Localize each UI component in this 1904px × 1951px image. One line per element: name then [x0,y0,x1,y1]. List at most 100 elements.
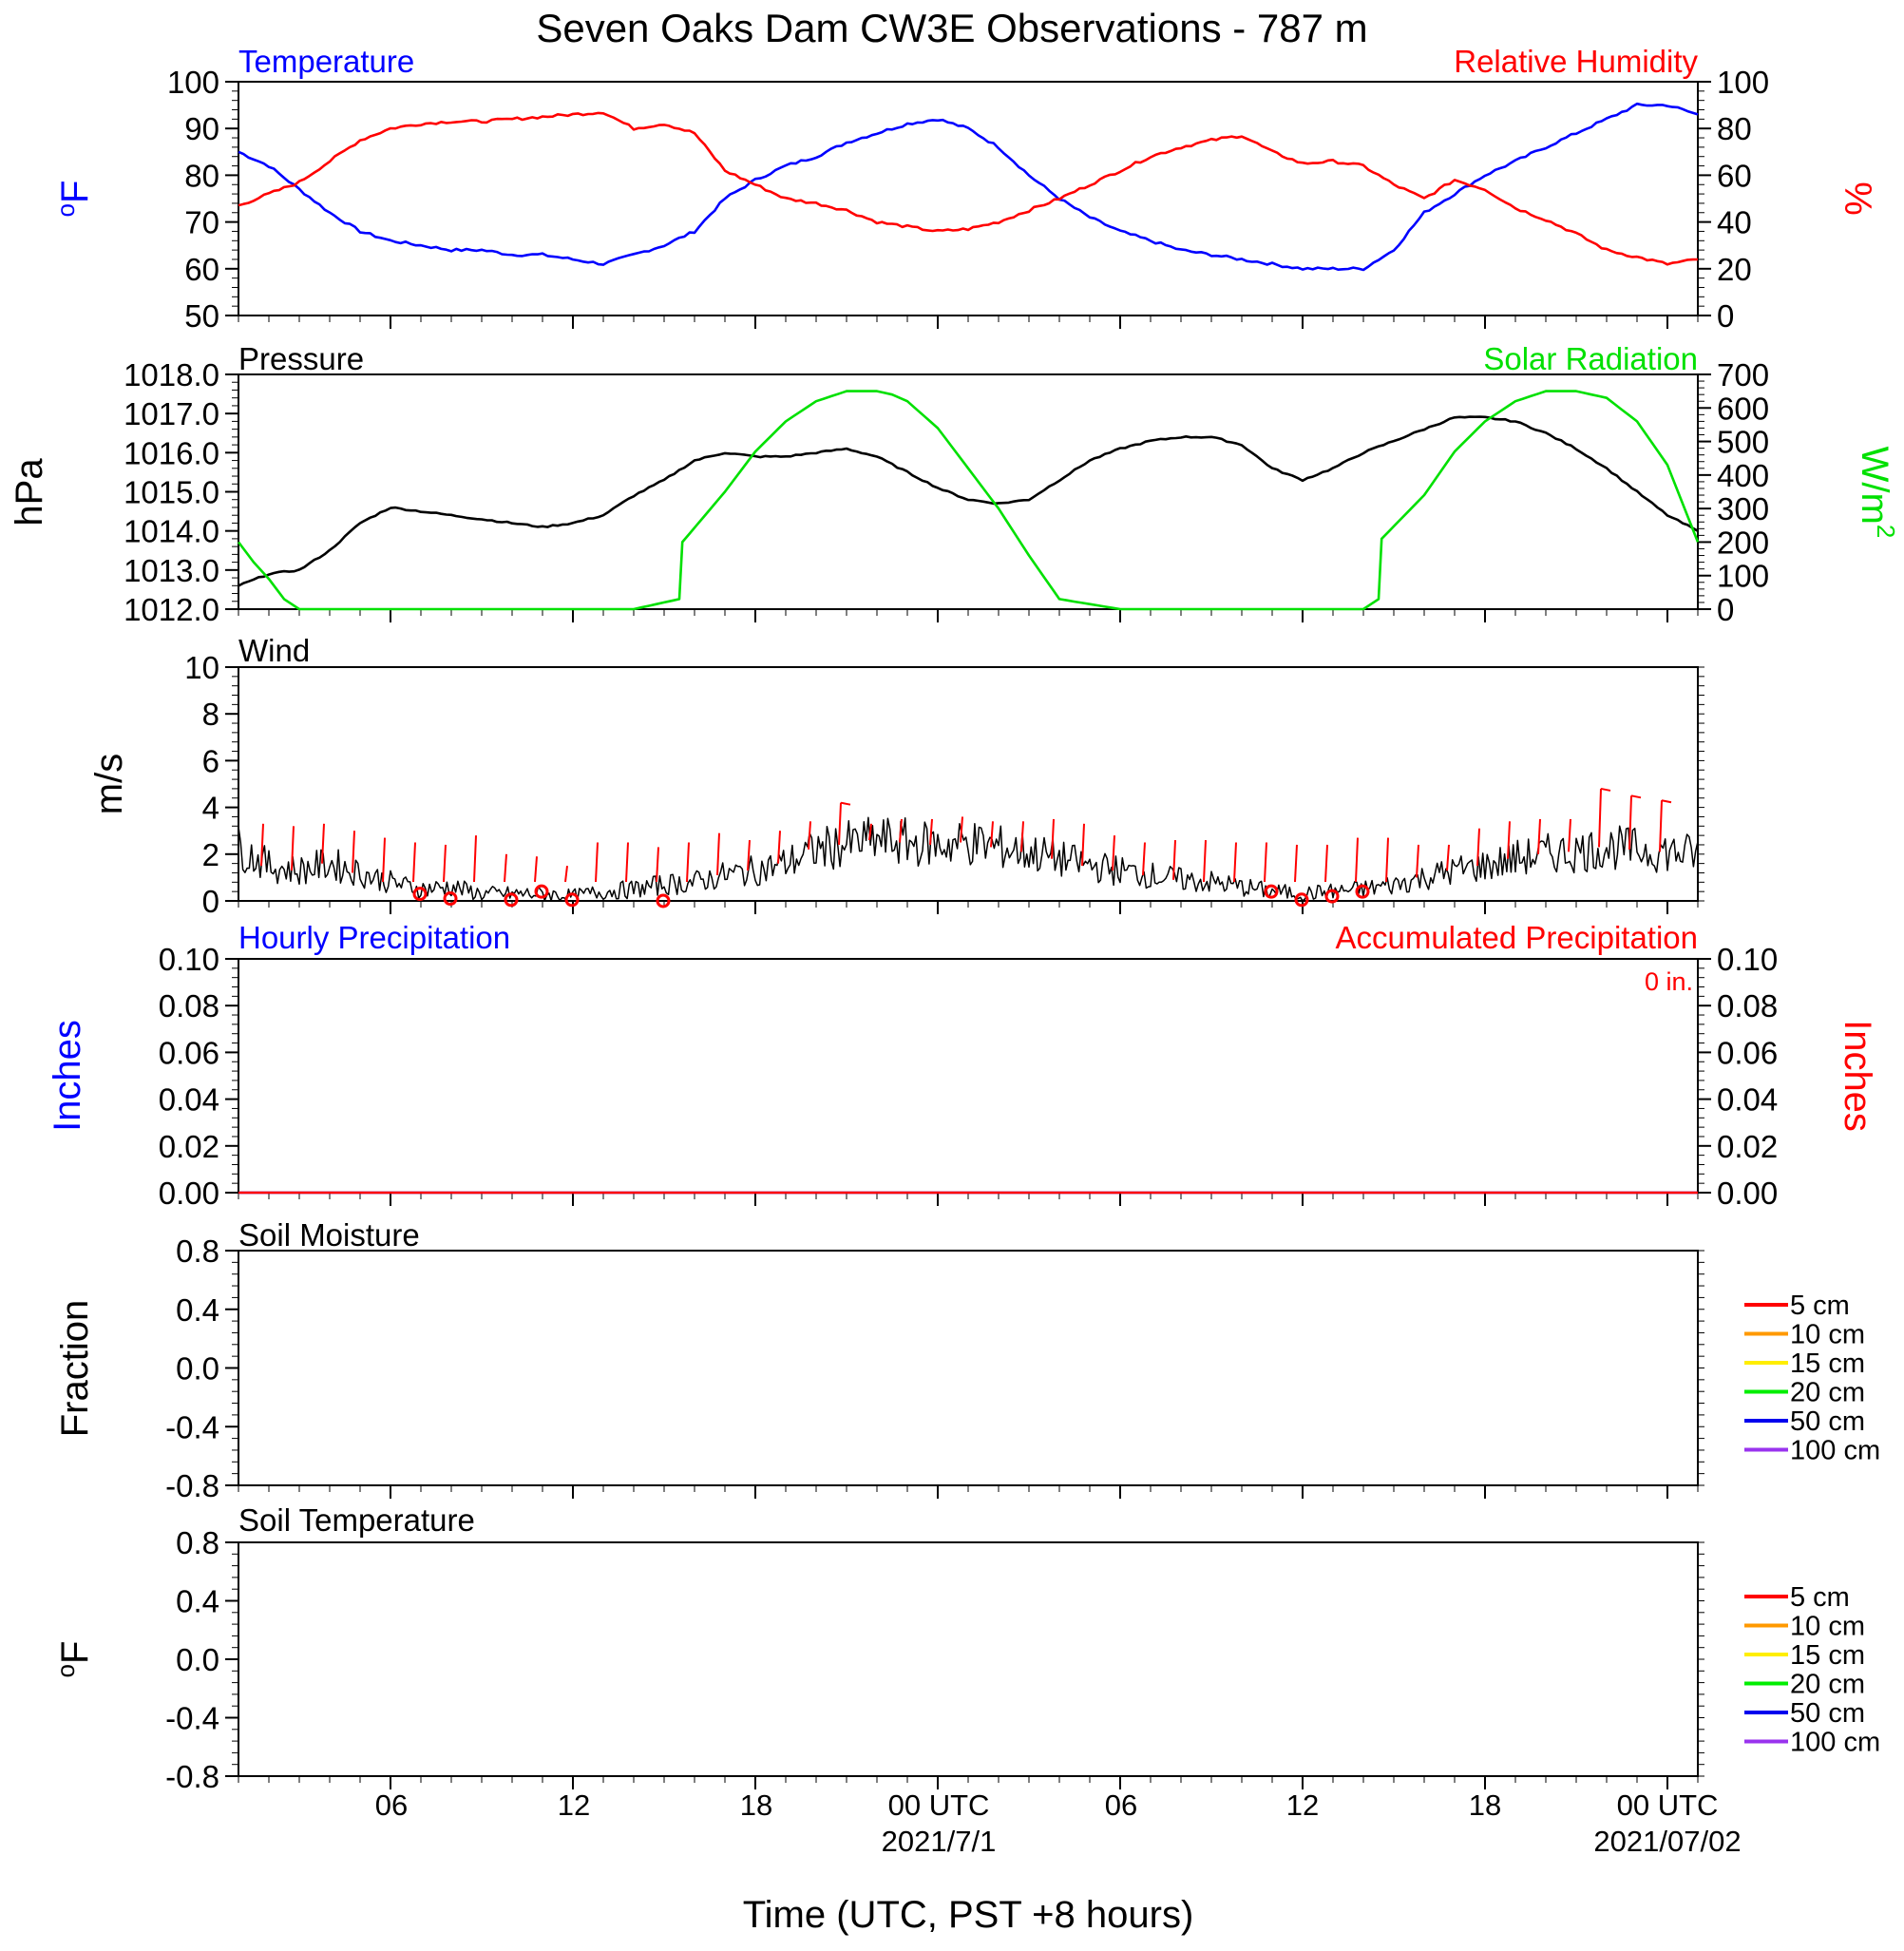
solar-axis-tick-label: 400 [1717,458,1769,493]
wind-barb [1537,818,1541,854]
wind-barb [929,818,933,846]
wind-barb [1385,837,1389,883]
wind-barb [1051,818,1055,859]
figure-title: Seven Oaks Dam CW3E Observations - 787 m [536,6,1367,50]
soil-moisture-unit-label: Fraction [54,1300,96,1438]
humidity-axis-tick-label: 40 [1717,205,1752,240]
hourly-precip-axis-tick-label: 0.00 [159,1176,219,1211]
wind-barb [716,832,720,875]
wind-barb [1324,844,1328,883]
pressure-line [238,415,1699,587]
pressure-axis-tick-label: 1013.0 [124,553,219,588]
wind-barb [504,853,507,883]
x-tick-label: 12 [1286,1788,1319,1822]
wind-axis-tick-label: 4 [202,791,219,826]
temperature-line [238,102,1699,272]
x-tick-label: 12 [558,1788,590,1822]
precipitation-panel-frame [238,958,1699,1194]
wind-barb [777,831,781,864]
wind-barb [382,837,386,883]
soil-moisture-legend-label: 20 cm [1790,1378,1865,1408]
humidity-unit-label: % [1837,182,1878,216]
soil-temperature-legend-label: 100 cm [1790,1728,1880,1758]
calm-wind-marker [564,892,580,908]
wind-title: Wind [238,633,310,668]
wind-barb [1416,844,1419,878]
solar-radiation-line [237,390,1700,611]
wind-barb [747,839,751,871]
soil-moisture-legend-label: 50 cm [1790,1406,1865,1437]
wind-barb [534,856,538,883]
wind-barb [1172,839,1176,880]
temperature-axis-tick-label: 80 [184,158,219,193]
humidity-axis-tick-label: 60 [1717,158,1752,193]
x-tick-label: 06 [375,1788,408,1822]
wind-barb [1355,837,1359,883]
accum-precip-axis-tick-label: 0.04 [1717,1082,1778,1118]
wind-barb [595,842,599,883]
x-date-label: 2021/07/02 [1593,1825,1741,1858]
wind-barb [625,842,629,883]
solar-axis-tick-label: 200 [1717,525,1769,560]
hourly-precip-title: Hourly Precipitation [238,920,510,955]
soil-moisture-axis-tick-label: 0.8 [176,1234,219,1269]
calm-wind-marker [1264,884,1279,899]
wind-barb [1628,795,1632,850]
pressure-axis-tick-label: 1014.0 [124,514,219,549]
accum-precip-axis-tick-label: 0.08 [1717,988,1778,1023]
temperature-title: Temperature [238,44,414,79]
wind-barb [899,818,903,843]
calm-wind-marker [1324,889,1340,904]
wind-barb [1142,842,1146,875]
wind-barb [656,847,659,883]
wind-barb [808,821,811,850]
temperature-axis-tick-label: 90 [184,111,219,146]
calm-wind-marker [443,891,458,907]
solar-axis-tick-label: 0 [1717,592,1734,627]
wind-axis-tick-label: 6 [202,743,219,778]
calm-wind-marker [656,893,671,909]
calm-wind-marker [534,884,549,899]
wind-speed-line [238,816,1699,902]
soil-temperature-axis-tick-label: -0.8 [165,1759,219,1794]
hourly-precip-unit-label: Inches [47,1020,88,1132]
wind-barb [321,823,325,864]
wind-barb [1233,842,1237,883]
wind-barb [1203,839,1207,883]
wind-barb [686,842,690,883]
wind-barb [1476,828,1480,867]
wind-barb [412,842,416,883]
soil-temperature-axis-tick-label: 0.4 [176,1584,219,1619]
humidity-line [238,111,1699,266]
pressure-axis-tick-label: 1017.0 [124,396,219,431]
accum-precip-axis-tick-label: 0.06 [1717,1035,1778,1070]
pressure-axis-tick-label: 1012.0 [124,592,219,627]
wind-barb [1264,842,1267,883]
soil-temperature-axis-tick-label: 0.0 [176,1642,219,1677]
wind-barb [1659,800,1663,852]
pressure-title: Pressure [238,341,364,376]
solar-axis-tick-label: 700 [1717,357,1769,392]
humidity-title: Relative Humidity [1454,44,1698,79]
wind-barb [1568,818,1571,852]
wind-axis-tick-label: 0 [202,884,219,919]
soil-moisture-legend-label: 5 cm [1790,1291,1850,1321]
wind-axis-tick-label: 10 [184,650,219,685]
soil-moisture-axis-tick-label: 0.0 [176,1351,219,1387]
wind-barb-flag [1630,794,1642,799]
temperature-panel-frame [238,81,1699,316]
x-tick-label: 18 [1469,1788,1501,1822]
accum-precip-value: 0 in. [1645,967,1693,996]
humidity-axis-tick-label: 100 [1717,65,1769,100]
solar-axis-tick-label: 100 [1717,559,1769,594]
solar-unit-label: W/m2 [1854,447,1900,539]
pressure-axis-tick-label: 1015.0 [124,475,219,510]
wind-barb [291,826,295,871]
chart-marks: 10090807060501008060402001018.01017.0101… [124,65,1880,1794]
soil-moisture-axis-tick-label: -0.4 [165,1409,219,1444]
solar-axis-tick-label: 500 [1717,425,1769,460]
wind-barb-flag [1600,787,1611,792]
soil-temperature-legend-label: 20 cm [1790,1670,1865,1700]
soil-temperature-legend-label: 15 cm [1790,1640,1865,1671]
